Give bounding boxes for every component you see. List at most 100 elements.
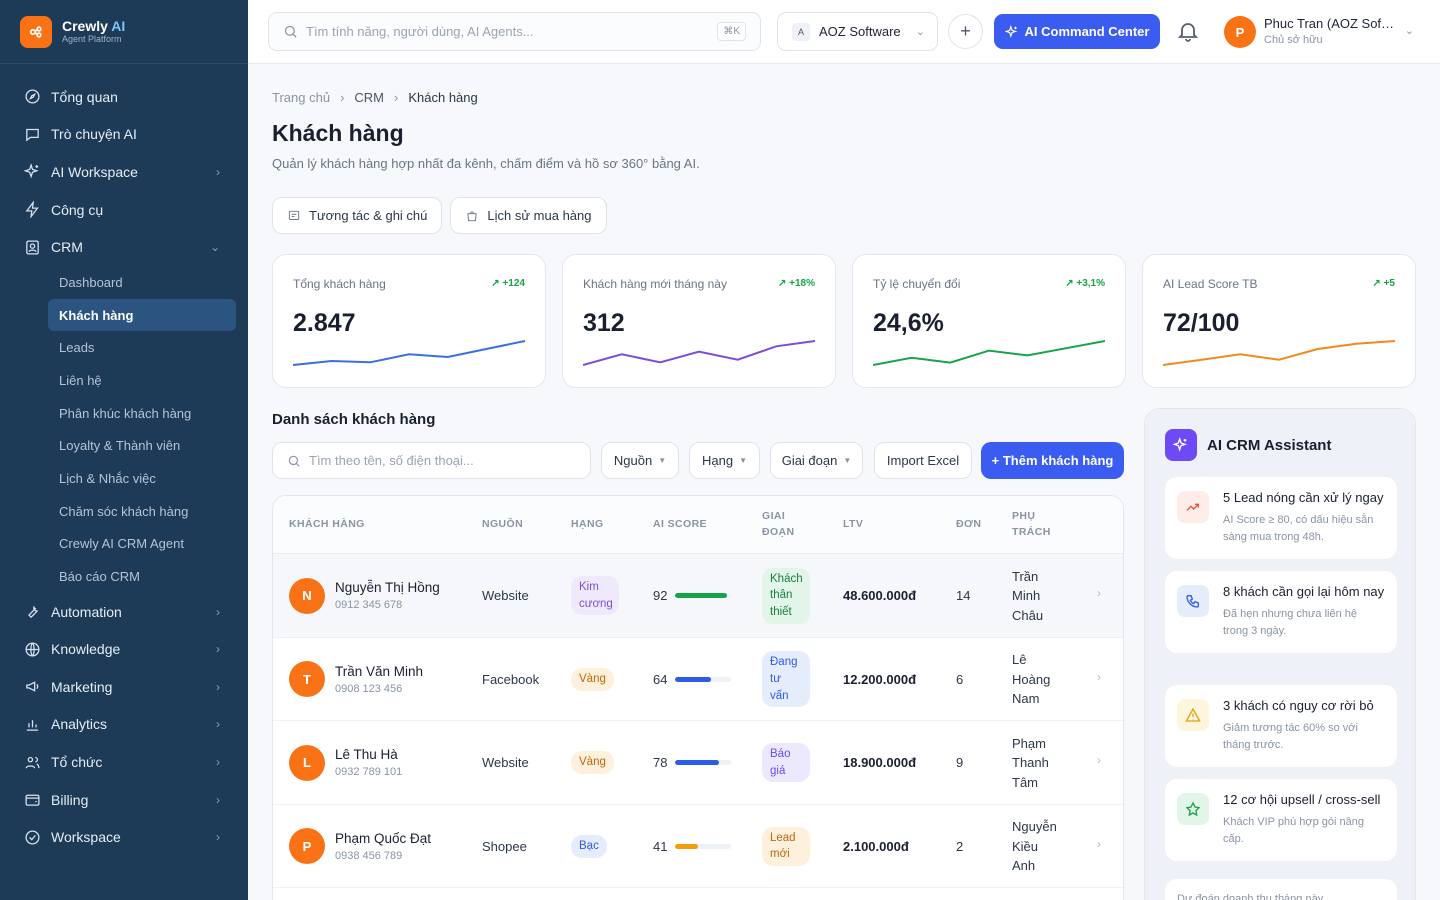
org-switcher[interactable]: A AOZ Software ⌄ bbox=[777, 12, 938, 51]
bell-icon[interactable] bbox=[1176, 19, 1200, 43]
nav-label: Workspace bbox=[51, 829, 121, 846]
chevron-right-icon[interactable]: › bbox=[1097, 836, 1101, 851]
col-stage[interactable]: GIAI ĐOẠN bbox=[762, 510, 795, 538]
sidebar-sub-crm-agent[interactable]: Crewly AI CRM Agent bbox=[59, 536, 184, 552]
chevron-right-icon[interactable]: › bbox=[1097, 669, 1101, 684]
filter-label: Giai đoạn bbox=[781, 453, 838, 468]
sparkline bbox=[583, 340, 815, 366]
assistant-card-churn[interactable]: 3 khách có nguy cơ rời bỏ Giảm tương tác… bbox=[1165, 685, 1397, 768]
add-button[interactable]: + bbox=[948, 14, 983, 49]
nav-item-overview[interactable]: Tổng quan bbox=[0, 78, 248, 116]
nav-label: Tổng quan bbox=[51, 88, 118, 105]
trend-arrow-icon: ↗ bbox=[777, 278, 790, 289]
assistant-card-callbacks[interactable]: 8 khách cần gọi lại hôm nay Đã hẹn nhưng… bbox=[1165, 571, 1397, 654]
trend-arrow-icon: ↗ bbox=[491, 278, 503, 289]
col-orders[interactable]: ĐƠN bbox=[956, 518, 982, 531]
customer-phone: 0932 789 101 bbox=[335, 766, 403, 779]
sidebar-sub-loyalty[interactable]: Loyalty & Thành viên bbox=[59, 438, 181, 454]
nav-item-automation[interactable]: Automation › bbox=[0, 593, 248, 631]
sidebar-sub-crm-report[interactable]: Báo cáo CRM bbox=[59, 569, 140, 584]
filter-source[interactable]: Nguồn ▼ bbox=[601, 442, 679, 479]
sidebar-sub-calendar[interactable]: Lịch & Nhắc việc bbox=[59, 470, 156, 486]
nav-item-analytics[interactable]: Analytics › bbox=[0, 706, 248, 744]
sparkline-series bbox=[873, 340, 1105, 366]
chevron-right-icon: › bbox=[216, 679, 220, 694]
trend-arrow-icon: ↗ bbox=[1372, 278, 1384, 289]
col-source[interactable]: NGUỒN bbox=[482, 518, 524, 531]
table-row[interactable]: N Nguyễn Thị Hồng 0912 345 678 Website Kim… bbox=[273, 554, 1123, 638]
add-customer-button[interactable]: + Thêm khách hàng bbox=[981, 442, 1124, 479]
table-row[interactable]: P Phạm Quốc Đạt 0938 456 789 Shopee Bạc 41… bbox=[273, 805, 1123, 888]
customer-phone: 0938 456 789 bbox=[335, 849, 403, 862]
stat-label: AI Lead Score TB bbox=[1163, 277, 1258, 291]
stat-value: 312 bbox=[583, 309, 625, 337]
user-menu[interactable]: P Phuc Tran (AOZ Software) Chủ sở hữu ⌄ bbox=[1224, 13, 1424, 51]
nav-label: CRM bbox=[51, 239, 83, 256]
sidebar-sub-dashboard[interactable]: Dashboard bbox=[59, 274, 123, 290]
tab-purchase-history[interactable]: Lịch sử mua hàng bbox=[450, 197, 607, 234]
sparkline-series bbox=[1163, 340, 1395, 366]
breadcrumb-crm[interactable]: CRM bbox=[354, 90, 385, 105]
global-search-input[interactable] bbox=[306, 24, 686, 39]
nav-item-workspace[interactable]: Workspace › bbox=[0, 818, 248, 856]
col-ltv[interactable]: LTV bbox=[843, 518, 864, 531]
sidebar-sub-contacts[interactable]: Liên hệ bbox=[59, 372, 102, 388]
global-search[interactable]: ⌘K bbox=[268, 12, 761, 51]
stat-value: 72/100 bbox=[1163, 309, 1240, 337]
page-tabs: Tương tác & ghi chú Lịch sử mua hàng bbox=[272, 197, 607, 234]
breadcrumb-home[interactable]: Trang chủ bbox=[272, 90, 331, 105]
users-icon bbox=[25, 756, 40, 768]
nav-item-tools[interactable]: Công cụ bbox=[0, 191, 248, 229]
customer-name: Phạm Quốc Đạt bbox=[335, 830, 432, 846]
ltv-cell: 18.900.000đ bbox=[843, 755, 917, 771]
col-ai-score[interactable]: AI SCORE bbox=[653, 518, 707, 531]
chevron-down-icon: ⌄ bbox=[915, 26, 925, 38]
stat-card-conversion: Tỷ lệ chuyển đổi ↗ +3,1% 24,6% bbox=[852, 254, 1126, 388]
orders-cell: 2 bbox=[956, 838, 964, 854]
nav-item-crm[interactable]: CRM ⌄ bbox=[0, 228, 248, 266]
table-row[interactable]: L Lê Thu Hà 0932 789 101 Website Vàng 78 B… bbox=[273, 721, 1123, 805]
breadcrumb: Trang chủ › CRM › Khách hàng bbox=[272, 90, 478, 105]
table-row[interactable]: T Trần Văn Minh 0908 123 456 Facebook Vàng… bbox=[273, 638, 1123, 721]
import-excel-button[interactable]: Import Excel bbox=[874, 442, 972, 479]
col-owner[interactable]: PHỤ TRÁCH bbox=[1012, 510, 1051, 538]
sidebar-sub-care[interactable]: Chăm sóc khách hàng bbox=[59, 503, 189, 519]
ai-score-fill bbox=[675, 843, 699, 849]
filter-tier[interactable]: Hạng ▼ bbox=[689, 442, 760, 479]
globe-icon bbox=[25, 642, 40, 657]
nav-label: Knowledge bbox=[51, 641, 121, 658]
col-tier[interactable]: HẠNG bbox=[571, 518, 604, 531]
brand[interactable]: Crewly AI Agent Platform bbox=[0, 0, 248, 64]
nav-item-billing[interactable]: Billing › bbox=[0, 781, 248, 819]
avatar: N bbox=[289, 577, 325, 614]
customer-name: Lê Thu Hà bbox=[335, 747, 398, 763]
trend-arrow-icon: ↗ bbox=[1065, 278, 1077, 289]
chevron-right-icon[interactable]: › bbox=[1097, 753, 1101, 767]
nav-item-organization[interactable]: Tổ chức › bbox=[0, 743, 248, 781]
filter-label: Hạng bbox=[702, 453, 734, 468]
ltv-cell: 12.200.000đ bbox=[843, 671, 917, 687]
assistant-card-hot-leads[interactable]: 5 Lead nóng cần xử lý ngay AI Score ≥ 80… bbox=[1165, 477, 1397, 560]
warning-icon bbox=[1177, 699, 1209, 731]
col-customer[interactable]: KHÁCH HÀNG bbox=[289, 518, 365, 531]
sidebar-sub-segments[interactable]: Phân khúc khách hàng bbox=[59, 405, 192, 421]
customer-table: KHÁCH HÀNG NGUỒN HẠNG AI SCORE GIAI ĐOẠN… bbox=[272, 495, 1124, 900]
customer-search-input[interactable] bbox=[309, 453, 579, 468]
nav-item-ai-chat[interactable]: Trò chuyện AI bbox=[0, 116, 248, 154]
ai-crm-assistant: AI CRM Assistant 5 Lead nóng cần xử lý n… bbox=[1144, 408, 1416, 900]
nav-item-marketing[interactable]: Marketing › bbox=[0, 668, 248, 706]
tab-interactions[interactable]: Tương tác & ghi chú bbox=[272, 197, 443, 234]
sidebar-sub-customers[interactable]: Khách hàng bbox=[48, 298, 236, 332]
nav-item-ai-workspace[interactable]: AI Workspace › bbox=[0, 153, 248, 191]
ai-command-center-button[interactable]: AI Command Center bbox=[994, 14, 1160, 49]
search-icon bbox=[284, 25, 297, 38]
filter-stage[interactable]: Giai đoạn ▼ bbox=[770, 442, 863, 479]
trend-up-icon bbox=[1177, 491, 1209, 523]
assistant-forecast-card[interactable]: Dự đoán doanh thu tháng này bbox=[1165, 879, 1397, 900]
chevron-right-icon[interactable]: › bbox=[1097, 586, 1101, 600]
nav-label: Billing bbox=[51, 791, 89, 808]
assistant-card-upsell[interactable]: 12 cơ hội upsell / cross-sell Khách VIP … bbox=[1165, 779, 1397, 862]
nav-item-knowledge[interactable]: Knowledge › bbox=[0, 630, 248, 668]
sidebar-sub-leads[interactable]: Leads bbox=[59, 340, 95, 356]
customer-search[interactable] bbox=[272, 442, 591, 479]
